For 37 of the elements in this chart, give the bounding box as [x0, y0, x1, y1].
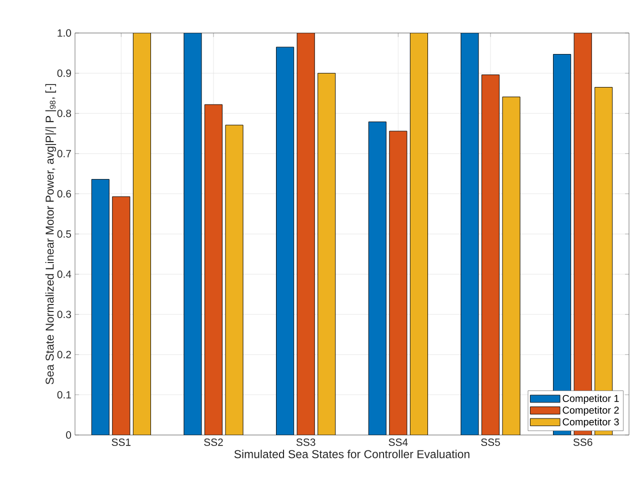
- y-tick-label: 0.2: [57, 350, 71, 358]
- bar: [368, 122, 386, 435]
- x-tick-label: SS6: [573, 438, 592, 446]
- x-tick-label: SS4: [388, 438, 408, 446]
- bar: [204, 104, 223, 435]
- y-tick-label: 0.9: [57, 70, 71, 77]
- bar: [112, 196, 130, 435]
- bar: [318, 72, 336, 435]
- y-tick-label: 0.6: [57, 190, 72, 198]
- y-tick-label: 0.7: [57, 150, 71, 158]
- x-tick-label: SS1: [112, 438, 131, 446]
- y-tick-label: 0: [66, 431, 72, 439]
- y-tick-label: 0.1: [57, 391, 71, 399]
- bar: [481, 74, 500, 435]
- bar: [502, 96, 520, 435]
- y-tick-label: 1.0: [58, 29, 72, 37]
- bar: [91, 179, 110, 435]
- y-tick-label: 0.3: [57, 310, 72, 318]
- bar: [276, 46, 294, 435]
- x-tick-label: SS2: [204, 438, 223, 446]
- y-tick-label: 0.4: [57, 270, 72, 278]
- bar: [225, 124, 244, 435]
- bar: [389, 130, 408, 435]
- legend-label: Competitor 1: [562, 394, 619, 404]
- y-tick-label: 0.8: [57, 110, 72, 118]
- bar: [184, 32, 202, 435]
- x-tick-label: SS5: [481, 438, 500, 446]
- legend-label: Competitor 3: [562, 418, 619, 428]
- legend-label: Competitor 2: [562, 406, 619, 416]
- x-axis-title: Simulated Sea States for Controller Evaluation: [234, 450, 470, 458]
- bar: [296, 32, 315, 435]
- x-tick-label: SS3: [296, 438, 316, 446]
- bar: [410, 32, 428, 435]
- bar: [132, 32, 151, 435]
- bar: [460, 32, 479, 435]
- y-tick-label: 0.5: [57, 230, 72, 238]
- y-axis-title: Sea State Normalized Linear Motor Power, avg|P|/| P |$_{98}$, [-]: [45, 84, 56, 384]
